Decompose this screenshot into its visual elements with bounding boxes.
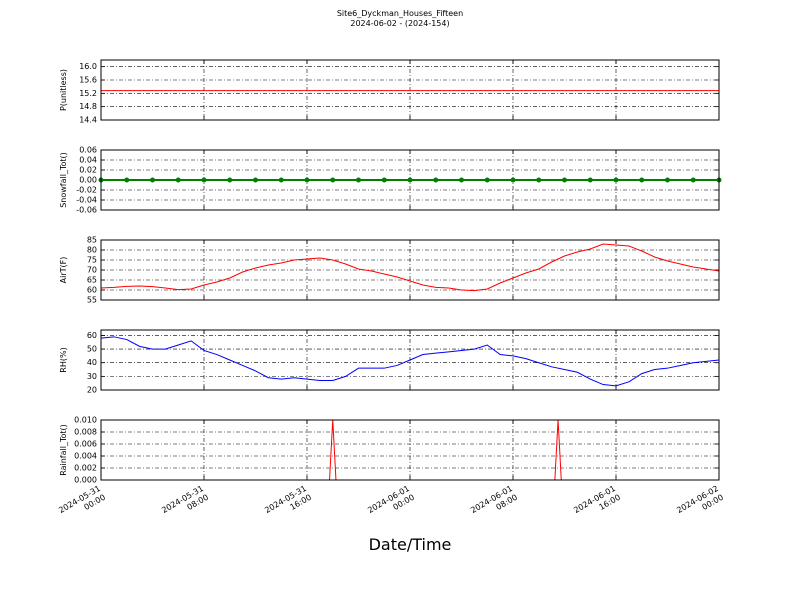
x-tick-label: 2024-06-0200:00 — [675, 484, 725, 524]
data-point — [356, 177, 361, 183]
data-point — [175, 177, 181, 183]
data-point — [665, 177, 670, 183]
y-tick-label: -0.02 — [76, 186, 97, 195]
x-tick-label: 2024-05-3100:00 — [57, 484, 107, 524]
chart-title: Site6_Dyckman_Houses_Fifteen — [337, 9, 463, 18]
x-tick-label: 2024-06-0100:00 — [366, 484, 416, 524]
y-tick-label: 0.004 — [74, 452, 97, 461]
chart-subtitle: 2024-06-02 - (2024-154) — [350, 19, 449, 28]
y-tick-label: 0.04 — [79, 156, 97, 165]
data-point — [536, 177, 542, 183]
y-tick-label: 65 — [87, 276, 97, 285]
data-point — [639, 177, 645, 183]
y-tick-label: 70 — [87, 266, 97, 275]
x-axis-label: Date/Time — [369, 535, 452, 554]
data-line — [101, 243, 719, 292]
data-point — [433, 177, 439, 183]
data-point — [613, 177, 619, 183]
y-axis-label: AirT(F) — [59, 257, 68, 284]
y-tick-label: 55 — [87, 296, 97, 305]
y-tick-label: 15.6 — [79, 76, 97, 85]
data-point — [150, 177, 155, 183]
data-point — [304, 177, 310, 183]
y-tick-label: 40 — [87, 358, 97, 367]
y-tick-label: -0.04 — [76, 196, 97, 205]
x-tick-label: 2024-06-0108:00 — [469, 484, 519, 524]
y-axis-label: RH(%) — [59, 347, 68, 372]
data-point — [330, 177, 336, 183]
data-point — [459, 177, 464, 183]
y-tick-label: 50 — [87, 345, 97, 354]
y-tick-label: 0.002 — [74, 464, 97, 473]
data-point — [484, 177, 490, 183]
y-tick-label: 15.2 — [79, 89, 97, 98]
y-axis-label: Snowfall_Tot() — [59, 152, 68, 208]
y-tick-label: 14.8 — [79, 102, 97, 111]
data-point — [124, 177, 130, 183]
y-tick-label: 0.000 — [74, 476, 97, 485]
y-tick-label: 14.4 — [79, 116, 97, 125]
data-point — [227, 177, 233, 183]
data-point — [690, 177, 696, 183]
data-point — [201, 177, 207, 183]
plot-frame — [100, 419, 720, 481]
y-tick-label: -0.06 — [76, 206, 97, 215]
x-tick-label: 2024-05-3116:00 — [263, 484, 313, 524]
y-tick-label: 20 — [87, 386, 97, 395]
plot-frame — [100, 59, 720, 121]
y-tick-label: 0.006 — [74, 440, 97, 449]
y-tick-label: 75 — [87, 256, 97, 265]
y-tick-label: 60 — [87, 331, 97, 340]
x-tick-label: 2024-06-0116:00 — [572, 484, 622, 524]
y-tick-label: 0.06 — [79, 146, 97, 155]
data-point — [510, 177, 516, 183]
data-line — [101, 420, 719, 480]
data-line — [101, 336, 719, 387]
data-point — [562, 177, 567, 183]
plot-frame — [100, 239, 720, 301]
y-axis-label: P(unitless) — [59, 69, 68, 111]
y-tick-label: 30 — [87, 372, 97, 381]
x-tick-label: 2024-05-3108:00 — [160, 484, 210, 524]
data-point — [587, 177, 593, 183]
y-tick-label: 80 — [87, 246, 97, 255]
plot-frame — [100, 329, 720, 391]
y-axis-label: Rainfall_Tot() — [59, 424, 68, 476]
y-tick-label: 0.02 — [79, 166, 97, 175]
y-tick-label: 16.0 — [79, 62, 97, 71]
data-point — [407, 177, 413, 183]
y-tick-label: 0.00 — [79, 176, 97, 185]
data-point — [381, 177, 387, 183]
y-tick-label: 0.010 — [74, 416, 97, 425]
y-tick-label: 0.008 — [74, 428, 97, 437]
y-tick-label: 60 — [87, 286, 97, 295]
data-point — [253, 177, 258, 183]
data-point — [278, 177, 284, 183]
y-tick-label: 85 — [87, 236, 97, 245]
plot-frame — [100, 149, 720, 211]
